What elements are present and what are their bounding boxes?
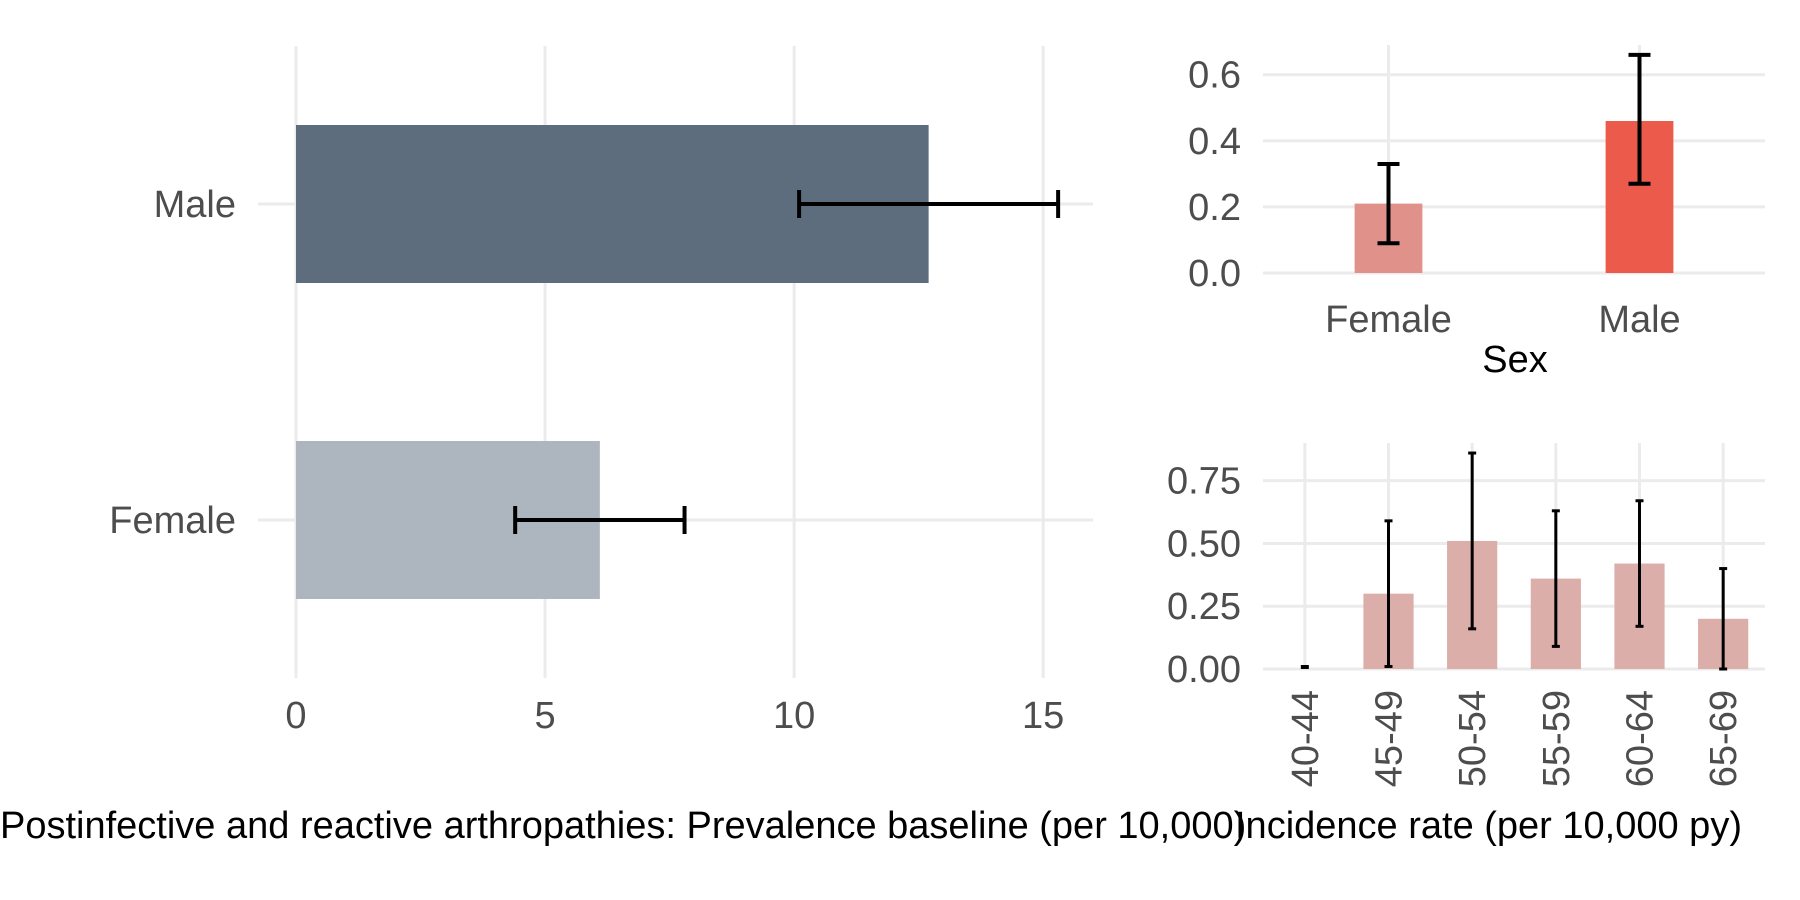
x-tick-label: Male: [1598, 299, 1680, 341]
x-tick-label: 65-69: [1703, 690, 1745, 787]
y-tick-label: 0.6: [1188, 55, 1241, 97]
incidence-by-sex-panel: 0.0 0.2 0.4 0.6 Female Male: [1188, 45, 1765, 341]
y-tick-label: 0.75: [1167, 461, 1241, 503]
x-tick-label: 40-44: [1285, 690, 1327, 787]
x-tick-label: 10: [773, 695, 815, 737]
x-tick-label: 0: [285, 695, 306, 737]
y-tick-label: Female: [109, 500, 236, 542]
y-tick-label: 0.50: [1167, 523, 1241, 565]
incidence-axis-title: Incidence rate (per 10,000 py): [1235, 805, 1742, 847]
y-tick-label: 0.2: [1188, 187, 1241, 229]
x-tick-label: 15: [1022, 695, 1064, 737]
y-tick-label: 0.4: [1188, 121, 1241, 163]
x-tick-label: 5: [534, 695, 555, 737]
y-tick-label: 0.00: [1167, 649, 1241, 691]
x-tick-label: 55-59: [1536, 690, 1578, 787]
x-tick-label: 60-64: [1620, 690, 1662, 787]
y-tick-label: Male: [154, 184, 236, 226]
sex-axis-title: Sex: [1482, 339, 1547, 381]
x-tick-label: Female: [1325, 299, 1452, 341]
prevalence-axis-title: Postinfective and reactive arthropathies…: [0, 805, 1246, 847]
y-tick-label: 0.0: [1188, 253, 1241, 295]
y-tick-label: 0.25: [1167, 586, 1241, 628]
incidence-by-age-panel: 0.00 0.25 0.50 0.75 40-44 45-49 50-54 55-59 60-6…: [1167, 443, 1765, 787]
x-tick-label: 45-49: [1369, 690, 1411, 787]
prevalence-panel: Female Male 0 5 10 15: [109, 46, 1093, 737]
x-tick-label: 50-54: [1452, 690, 1494, 787]
